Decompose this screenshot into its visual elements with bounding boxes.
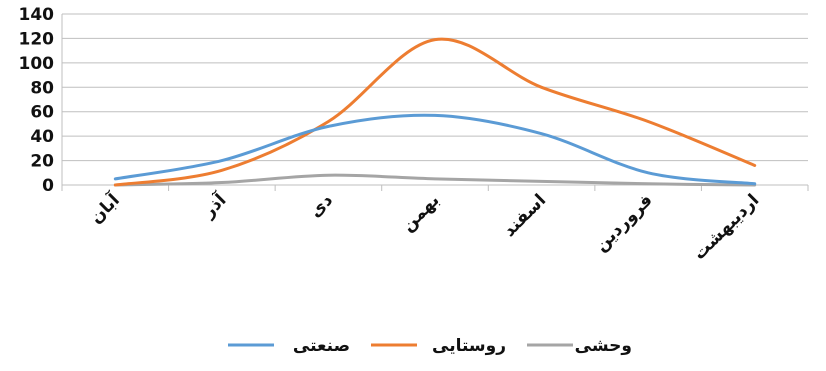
x-category-label: فروردین [591, 190, 656, 255]
series-line-2 [113, 37, 757, 187]
series-line-1 [113, 113, 757, 186]
y-tick-label: 20 [30, 152, 54, 172]
x-category-label: آبان [85, 188, 125, 228]
y-tick-label: 120 [19, 29, 55, 49]
legend-label: صنعتی [293, 336, 350, 356]
x-category-label: بهمن [398, 190, 443, 235]
y-tick-label: 80 [30, 78, 54, 98]
x-category-label: دی [306, 190, 338, 222]
x-category-label: آذر [197, 188, 231, 222]
legend-label: وحشی [575, 336, 632, 356]
y-tick-label: 140 [19, 5, 55, 25]
series-line-3 [113, 173, 757, 187]
series-lines [113, 37, 757, 187]
legend-label: روستایی [432, 336, 506, 356]
x-axis-category-labels: آبان آذر دی بهمن اسفند فروردین اردیبهشت [85, 188, 763, 264]
y-tick-label: 0 [42, 176, 54, 196]
y-tick-label: 40 [30, 127, 54, 147]
x-category-label: اسفند [500, 190, 551, 241]
legend: صنعتی روستایی وحشی [228, 336, 632, 356]
y-tick-label: 100 [19, 54, 55, 74]
x-category-label: اردیبهشت [690, 190, 764, 264]
y-tick-label: 60 [30, 103, 54, 123]
gridlines [62, 13, 808, 186]
y-axis-tick-labels: 0 20 40 60 80 100 120 140 [19, 5, 55, 196]
